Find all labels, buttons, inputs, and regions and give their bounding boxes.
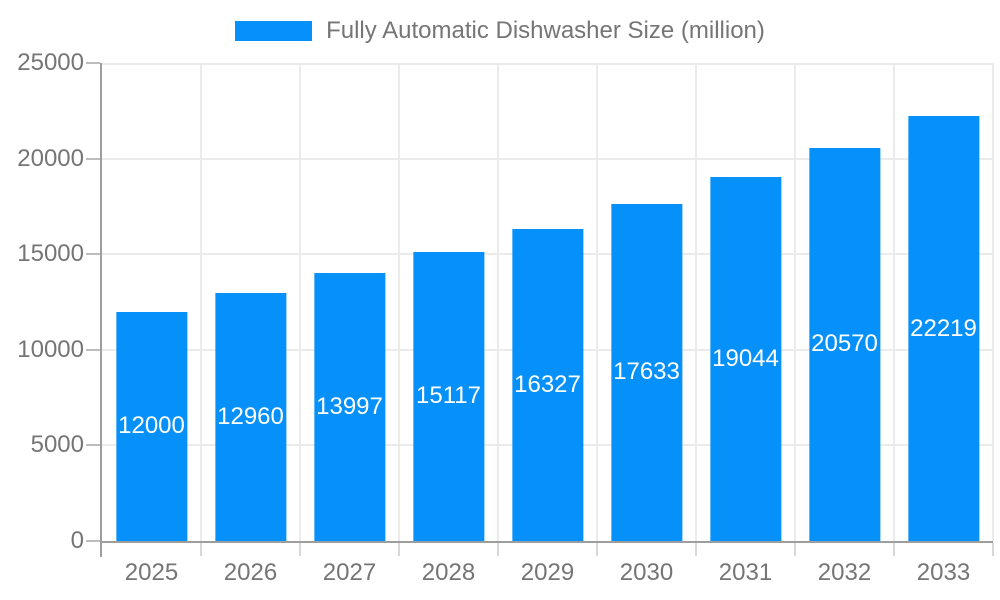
bar-2030: 17633: [610, 203, 683, 541]
bar-cell-2033: 22219: [894, 63, 993, 541]
x-axis-tick: [794, 543, 796, 556]
x-axis-tick: [397, 543, 400, 556]
y-axis-label: 20000: [17, 144, 84, 172]
y-axis-tick: [86, 62, 100, 64]
y-axis-label: 15000: [17, 240, 84, 268]
x-axis-label: 2030: [619, 559, 674, 586]
bar-2026: 12960: [214, 293, 287, 541]
gridline-vertical: [298, 63, 301, 541]
y-axis-tick: [86, 157, 100, 160]
gridline-vertical: [496, 63, 499, 541]
y-axis-tick: [86, 348, 100, 351]
bar-cell-2027: 13997: [300, 63, 399, 541]
y-axis-tick: [86, 444, 100, 447]
x-axis-labels: 2025 2026 2027 2028 2029 2030 2031 2032 2033: [102, 555, 993, 591]
x-axis-tick: [694, 543, 697, 556]
bar-cell-2031: 19044: [696, 63, 795, 541]
bar-2032: 20570: [808, 147, 881, 541]
bar-2028: 15117: [412, 251, 485, 541]
bar-cell-2032: 20570: [795, 63, 894, 541]
bar-value-label: 19044: [712, 344, 779, 372]
gridline-vertical: [892, 63, 895, 541]
x-axis-tick: [497, 543, 499, 556]
x-axis-label: 2032: [817, 559, 872, 586]
bar-2025: 12000: [115, 311, 188, 541]
x-axis-label: 2033: [916, 559, 971, 586]
legend[interactable]: Fully Automatic Dishwasher Size (million…: [0, 16, 1000, 46]
bar-2027: 13997: [313, 273, 386, 541]
x-axis-label: 2031: [718, 559, 773, 586]
legend-swatch: [235, 21, 313, 41]
y-axis-line-extension: [100, 543, 102, 557]
bar-value-label: 13997: [316, 393, 383, 421]
gridline-vertical: [596, 63, 598, 541]
y-axis-tick: [86, 540, 100, 542]
bar-value-label: 17633: [613, 358, 680, 386]
gridline-horizontal: [102, 157, 993, 160]
x-axis-label: 2026: [223, 559, 278, 586]
gridline-vertical: [199, 63, 202, 541]
x-axis-label: 2028: [421, 559, 476, 586]
x-axis-ticks: [102, 543, 994, 556]
gridline-horizontal: [102, 63, 993, 65]
y-axis-ticks: [86, 62, 100, 542]
bar-value-label: 16327: [514, 370, 581, 398]
bar-2031: 19044: [709, 176, 782, 541]
x-axis-tick: [200, 543, 202, 556]
bar-cell-2029: 16327: [498, 63, 597, 541]
y-axis-labels: 0 5000 10000 15000 20000 25000: [0, 49, 84, 554]
bar-2029: 16327: [511, 228, 584, 541]
x-axis-tick: [596, 543, 598, 556]
plot-area: 12000 12960 13997 15117 16327 17633 19044 20570…: [100, 63, 994, 543]
x-axis-tick: [299, 543, 301, 556]
x-axis-label: 2027: [322, 559, 377, 586]
bar-cell-2028: 15117: [399, 63, 498, 541]
bar-cell-2026: 12960: [201, 63, 300, 541]
bar-value-label: 12000: [118, 412, 185, 440]
y-axis-label: 10000: [17, 335, 84, 363]
x-axis-tick: [893, 543, 895, 556]
legend-label: Fully Automatic Dishwasher Size (million…: [326, 17, 765, 44]
bar-value-label: 22219: [910, 314, 977, 342]
bar-cell-2025: 12000: [102, 63, 201, 541]
bar-value-label: 12960: [217, 403, 284, 431]
bar-2033: 22219: [907, 116, 980, 541]
y-axis-label: 25000: [17, 49, 84, 76]
y-axis-label: 5000: [30, 431, 84, 459]
gridline-vertical: [992, 63, 994, 541]
x-axis-label: 2029: [520, 559, 575, 586]
gridline-vertical: [794, 63, 796, 541]
gridline-vertical: [694, 63, 697, 541]
bar-series: 12000 12960 13997 15117 16327 17633 19044 20570…: [102, 63, 993, 541]
y-axis-tick: [86, 253, 100, 256]
y-axis-label: 0: [70, 527, 84, 554]
bar-value-label: 20570: [811, 330, 878, 358]
bar-cell-2030: 17633: [597, 63, 696, 541]
gridline-vertical: [397, 63, 400, 541]
x-axis-tick: [992, 543, 994, 556]
x-axis-label: 2025: [124, 559, 179, 586]
bar-value-label: 15117: [416, 382, 481, 410]
